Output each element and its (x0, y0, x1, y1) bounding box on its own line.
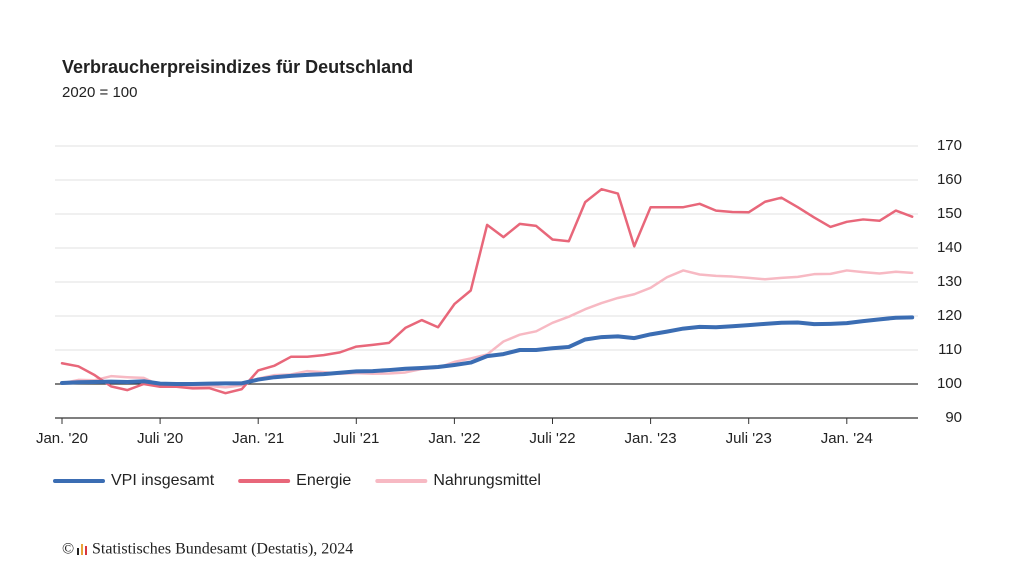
y-tick-label: 100 (937, 375, 962, 392)
copyright-sign: © (62, 541, 74, 558)
chart-title: Verbraucherpreisindizes für Deutschland (62, 57, 413, 77)
x-tick-label: Juli '23 (726, 430, 772, 447)
series-line (60, 315, 915, 386)
y-tick-label: 90 (945, 409, 962, 426)
x-tick-label: Jan. '22 (428, 430, 480, 447)
source-text: Statistisches Bundesamt (Destatis), 2024 (92, 541, 353, 558)
legend-label: Energie (296, 472, 351, 489)
y-tick-label: 110 (938, 341, 962, 358)
logo-bar (85, 546, 87, 555)
x-tick-label: Juli '20 (137, 430, 183, 447)
y-tick-label: 150 (937, 205, 962, 222)
x-tick-label: Jan. '23 (625, 430, 677, 447)
x-tick-label: Juli '21 (333, 430, 379, 447)
logo-bar (81, 544, 83, 555)
legend-label: VPI insgesamt (111, 472, 215, 489)
legend-label: Nahrungsmittel (433, 472, 541, 489)
series-line (60, 187, 914, 395)
y-tick-label: 160 (937, 171, 962, 188)
x-tick-label: Jan. '21 (232, 430, 284, 447)
x-tick-label: Jan. '20 (36, 430, 88, 447)
chart-subtitle: 2020 = 100 (62, 84, 138, 101)
y-tick-label: 170 (937, 137, 962, 154)
logo-bar (77, 548, 79, 555)
x-tick-label: Juli '22 (529, 430, 575, 447)
series-line (60, 269, 914, 389)
source: © Statistisches Bundesamt (Destatis), 20… (62, 541, 353, 558)
y-tick-label: 130 (937, 273, 962, 290)
y-tick-label: 120 (937, 307, 962, 324)
x-tick-label: Jan. '24 (821, 430, 873, 447)
y-tick-label: 140 (937, 239, 962, 256)
